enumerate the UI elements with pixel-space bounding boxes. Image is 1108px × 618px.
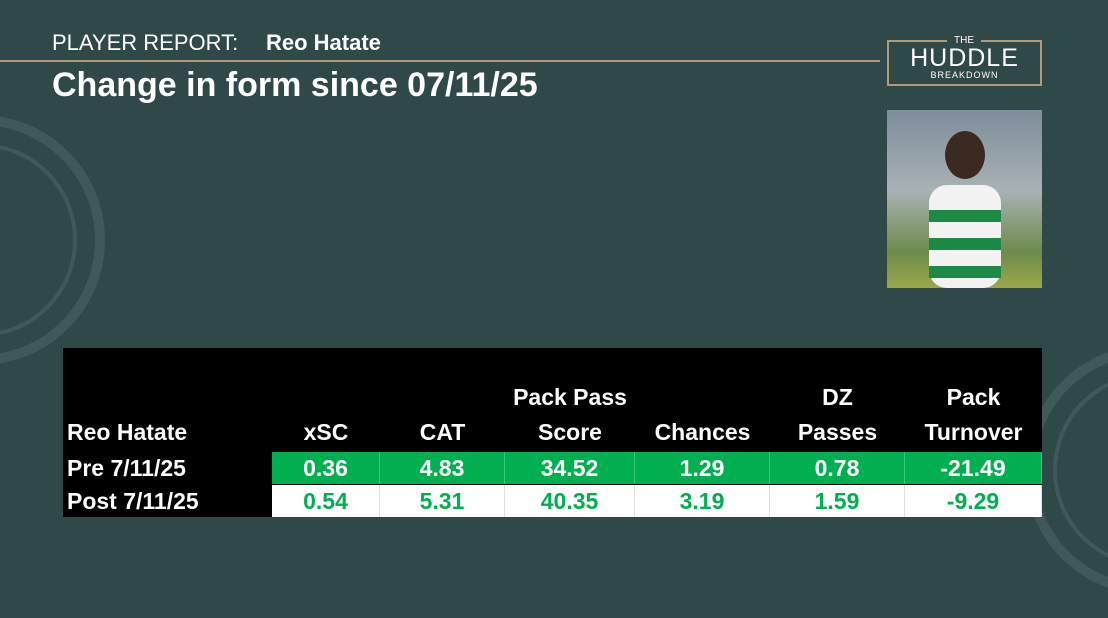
table-cell: 3.19 bbox=[635, 485, 770, 517]
stats-table: Reo Hatate xSC CAT Pack Pass Score Chances DZ P… bbox=[63, 348, 1042, 517]
header-line: Score bbox=[538, 419, 602, 445]
column-header: Reo Hatate bbox=[67, 380, 276, 450]
row-label: Pre 7/11/25 bbox=[63, 452, 272, 484]
hoop bbox=[929, 210, 1001, 222]
table-cell: 0.54 bbox=[272, 485, 380, 517]
crest-left bbox=[0, 116, 105, 364]
header-line: Chances bbox=[654, 419, 751, 445]
photo-figure bbox=[929, 131, 1001, 288]
table-cell: 1.29 bbox=[635, 452, 770, 484]
table-cell: -9.29 bbox=[905, 485, 1042, 517]
column-header: CAT bbox=[380, 380, 505, 450]
table-cell: -21.49 bbox=[905, 452, 1042, 484]
player-photo bbox=[887, 110, 1042, 288]
column-header: DZ Passes bbox=[770, 380, 905, 450]
header-line: DZ bbox=[822, 384, 853, 410]
hoop bbox=[929, 238, 1001, 250]
crest-left-inner bbox=[0, 145, 77, 335]
column-header: Pack Pass Score bbox=[505, 380, 635, 450]
column-header: Pack Turnover bbox=[905, 380, 1042, 450]
table-cell: 40.35 bbox=[505, 485, 635, 517]
row-label: Post 7/11/25 bbox=[63, 485, 272, 517]
logo: THE HUDDLE BREAKDOWN bbox=[887, 36, 1042, 86]
logo-top: THE bbox=[947, 36, 981, 46]
header-rule bbox=[0, 60, 880, 62]
table-cell: 4.83 bbox=[380, 452, 505, 484]
header-line: Pack bbox=[946, 384, 1001, 410]
header-line: Reo Hatate bbox=[67, 419, 188, 445]
header-line: Pack Pass bbox=[513, 384, 627, 410]
logo-bottom: BREAKDOWN bbox=[930, 70, 999, 80]
crest-right-inner bbox=[1053, 382, 1108, 558]
logo-main: HUDDLE bbox=[910, 44, 1019, 72]
head bbox=[945, 131, 985, 179]
header-line: Turnover bbox=[924, 419, 1023, 445]
hoop bbox=[929, 266, 1001, 278]
table-cell: 34.52 bbox=[505, 452, 635, 484]
table-cell: 5.31 bbox=[380, 485, 505, 517]
header-line: Passes bbox=[797, 419, 878, 445]
header-line: xSC bbox=[303, 419, 349, 445]
report-label: PLAYER REPORT: bbox=[52, 30, 239, 55]
column-header: xSC bbox=[272, 380, 380, 450]
title: Change in form since 07/11/25 bbox=[52, 66, 538, 104]
table-cell: 0.78 bbox=[770, 452, 905, 484]
table-cell: 1.59 bbox=[770, 485, 905, 517]
header-line: CAT bbox=[419, 419, 466, 445]
column-header: Chances bbox=[635, 380, 770, 450]
player-name: Reo Hatate bbox=[266, 30, 381, 55]
table-cell: 0.36 bbox=[272, 452, 380, 484]
